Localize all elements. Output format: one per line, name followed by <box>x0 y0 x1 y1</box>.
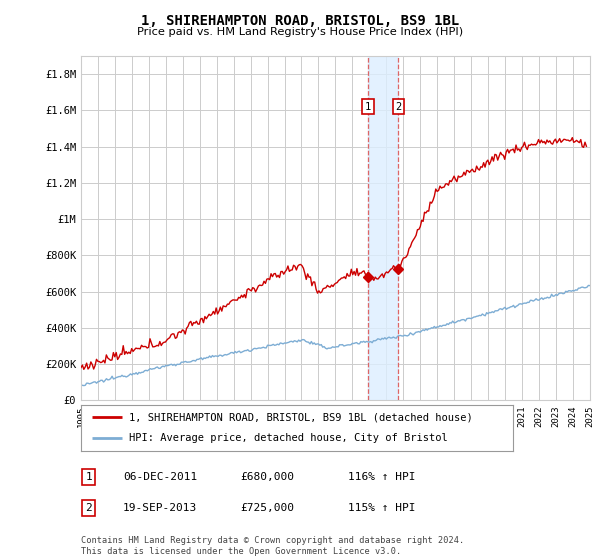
Text: 1: 1 <box>365 102 371 112</box>
Text: 116% ↑ HPI: 116% ↑ HPI <box>348 472 415 482</box>
Text: £680,000: £680,000 <box>240 472 294 482</box>
Text: 1: 1 <box>85 472 92 482</box>
Text: 2: 2 <box>395 102 401 112</box>
Text: 1, SHIREHAMPTON ROAD, BRISTOL, BS9 1BL: 1, SHIREHAMPTON ROAD, BRISTOL, BS9 1BL <box>141 14 459 28</box>
Text: £725,000: £725,000 <box>240 503 294 513</box>
Text: 1, SHIREHAMPTON ROAD, BRISTOL, BS9 1BL (detached house): 1, SHIREHAMPTON ROAD, BRISTOL, BS9 1BL (… <box>128 412 472 422</box>
Text: 2: 2 <box>85 503 92 513</box>
Text: 06-DEC-2011: 06-DEC-2011 <box>123 472 197 482</box>
Text: Price paid vs. HM Land Registry's House Price Index (HPI): Price paid vs. HM Land Registry's House … <box>137 27 463 37</box>
Bar <box>368 56 398 400</box>
Text: Contains HM Land Registry data © Crown copyright and database right 2024.
This d: Contains HM Land Registry data © Crown c… <box>81 536 464 556</box>
Text: 115% ↑ HPI: 115% ↑ HPI <box>348 503 415 513</box>
Text: HPI: Average price, detached house, City of Bristol: HPI: Average price, detached house, City… <box>128 433 447 444</box>
Text: 19-SEP-2013: 19-SEP-2013 <box>123 503 197 513</box>
